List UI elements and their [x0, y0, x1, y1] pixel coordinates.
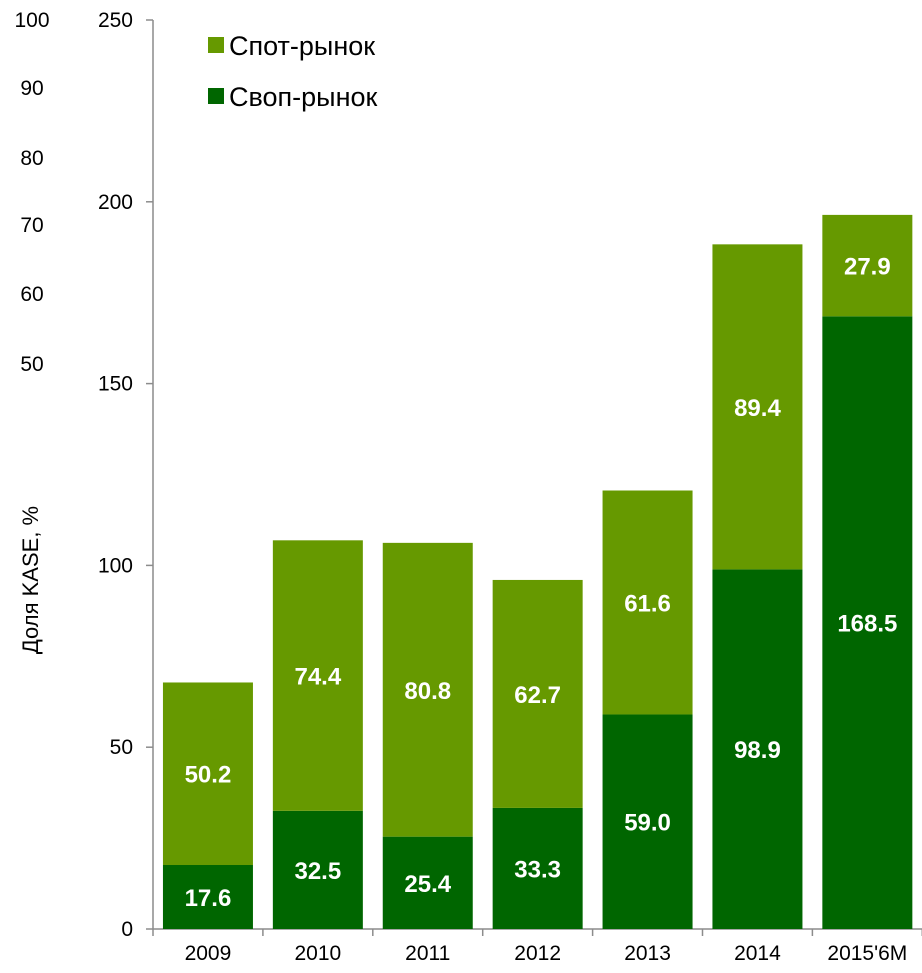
data-label: 61.6	[624, 590, 671, 617]
bar-segment-spot	[382, 542, 473, 837]
x-tick-label: 2014	[734, 942, 781, 965]
data-labels: 17.6 50.2 32.5 74.4 25.4 80.8 33.3 62.7 59.0 61.6…	[185, 254, 898, 912]
data-label: 33.3	[514, 856, 561, 883]
bar-segment-swap	[382, 836, 473, 929]
data-label: 17.6	[185, 885, 232, 912]
x-tick-label: 2011	[405, 942, 450, 965]
legend-label: Спот-рынок	[229, 31, 375, 61]
data-label: 74.4	[294, 664, 341, 691]
bars	[162, 214, 913, 930]
secondary-tick-label: 100	[14, 9, 49, 32]
bar-segment-spot	[602, 490, 693, 715]
legend-label: Своп-рынок	[229, 82, 378, 112]
data-label: 32.5	[294, 858, 341, 885]
y-tick-label: 0	[121, 918, 133, 941]
bar-segment-spot	[822, 214, 913, 317]
bar-segment-spot	[162, 682, 253, 866]
legend-swatch	[208, 37, 224, 53]
data-label: 25.4	[404, 871, 451, 898]
x-tick-label: 2013	[624, 942, 671, 965]
x-tick-label: 2009	[185, 942, 232, 965]
bar-segment-spot	[492, 579, 583, 808]
data-label: 168.5	[837, 611, 897, 638]
y-tick-label: 200	[98, 191, 133, 214]
data-label: 27.9	[844, 254, 891, 281]
bar-segment-swap	[822, 316, 913, 930]
x-tick-label: 2015'6M	[827, 942, 907, 965]
bar-segment-swap	[162, 865, 253, 929]
y-axis-title: Доля KASE, %	[18, 506, 43, 654]
bar-segment-swap	[602, 714, 693, 929]
x-tick-label: 2012	[514, 942, 561, 965]
y-tick-label: 50	[110, 736, 133, 759]
data-label: 59.0	[624, 810, 671, 837]
bar-segment-spot	[712, 244, 803, 570]
secondary-tick-label: 70	[20, 214, 43, 237]
bar-segment-swap	[272, 810, 363, 929]
data-label: 50.2	[185, 762, 232, 789]
y-tick-label: 150	[98, 373, 133, 396]
data-label: 62.7	[514, 682, 561, 709]
secondary-tick-label: 90	[20, 77, 43, 100]
secondary-tick-label: 60	[20, 283, 43, 306]
legend: Спот-рынок Своп-рынок	[208, 31, 378, 112]
bar-segment-spot	[272, 540, 363, 811]
secondary-tick-label: 50	[20, 353, 43, 376]
bar-segment-swap	[492, 807, 583, 929]
x-tick-label: 2010	[294, 942, 341, 965]
y-tick-label: 250	[98, 9, 133, 32]
y-tick-label: 100	[98, 554, 133, 577]
data-label: 80.8	[404, 678, 451, 705]
legend-swatch	[208, 88, 224, 104]
secondary-tick-label: 80	[20, 147, 43, 170]
secondary-axis-labels: 100 90 80 70 60 50	[14, 9, 49, 376]
data-label: 98.9	[734, 737, 781, 764]
data-label: 89.4	[734, 395, 781, 422]
bar-segment-swap	[712, 569, 803, 929]
